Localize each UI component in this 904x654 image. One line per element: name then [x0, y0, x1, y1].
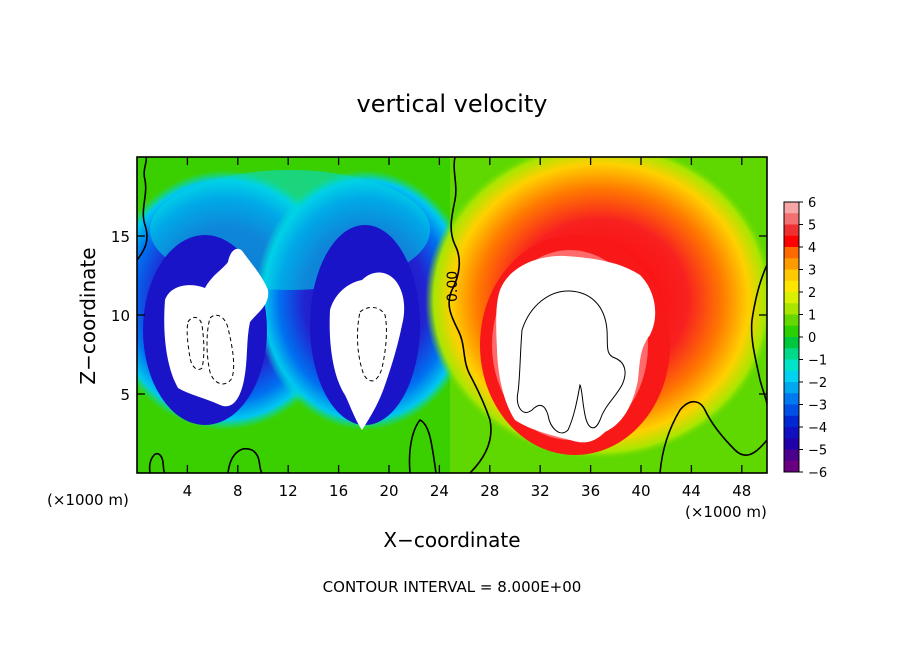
- x-tick-label: 20: [379, 482, 398, 500]
- colorbar: 6 5 4 3 2 1 0 −1 −2 −3 −4 −5 −6: [783, 196, 827, 481]
- x-tick-label: 44: [682, 482, 701, 500]
- colorbar-swatch: [784, 404, 799, 417]
- x-tick-label: 48: [732, 482, 751, 500]
- zero-contour-right: [659, 400, 767, 473]
- zero-contour-bottom-2: [227, 448, 263, 473]
- x-tick-label: 32: [531, 482, 550, 500]
- zero-contour-bottom-3: [408, 418, 437, 473]
- x-unit-right: (×1000 m): [685, 503, 767, 521]
- zero-contour-left-edge: [137, 157, 148, 261]
- colorbar-swatch: [784, 258, 799, 270]
- contour-label: 0.00: [445, 271, 461, 302]
- colorbar-swatch: [784, 325, 799, 338]
- colorbar-swatch: [784, 460, 799, 473]
- x-axis: 4 8 12 16 20 24 28 32 36 40 44 48: [183, 157, 751, 500]
- colorbar-swatch: [784, 314, 799, 327]
- colorbar-swatch: [784, 269, 799, 282]
- colorbar-swatch: [784, 337, 799, 349]
- colorbar-swatch: [784, 348, 799, 360]
- colorbar-label: −3: [808, 399, 827, 414]
- y-axis-label: Z−coordinate: [76, 247, 100, 384]
- neg-contour-left-1: [186, 317, 205, 371]
- neg-contour-left-2: [206, 314, 235, 385]
- colorbar-swatch: [784, 427, 799, 439]
- x-tick-label: 24: [430, 482, 449, 500]
- colorbar-label: −2: [808, 376, 827, 391]
- colorbar-label: 4: [808, 241, 816, 256]
- colorbar-label: 2: [808, 286, 816, 301]
- colorbar-swatch: [784, 382, 799, 394]
- colorbar-swatch: [784, 224, 799, 237]
- zero-contour-bottom-1: [148, 453, 166, 473]
- pos-contour-updraft: [516, 290, 626, 434]
- saturated-core-center: [329, 272, 405, 430]
- x-tick-label: 40: [631, 482, 650, 500]
- colorbar-label: 5: [808, 219, 816, 234]
- colorbar-swatch: [784, 303, 799, 315]
- colorbar-swatch: [784, 370, 799, 383]
- colorbar-label: −5: [808, 444, 827, 459]
- chart-title: vertical velocity: [357, 90, 548, 118]
- y-tick-label: 10: [111, 307, 130, 325]
- colorbar-swatch: [784, 449, 799, 462]
- colorbar-swatch: [784, 292, 799, 304]
- saturated-core-left: [164, 248, 269, 407]
- x-tick-label: 36: [581, 482, 600, 500]
- zero-contour-main: [448, 157, 492, 473]
- colorbar-label: 1: [808, 309, 816, 324]
- zero-contour-right-edge: [750, 264, 767, 406]
- y-tick-label: 15: [111, 228, 130, 246]
- x-tick-label: 16: [329, 482, 348, 500]
- x-tick-label: 4: [183, 482, 193, 500]
- colorbar-swatch: [784, 359, 799, 372]
- y-axis: 5 10 15: [111, 228, 767, 404]
- neg-contour-center-1: [356, 307, 387, 382]
- colorbar-label: 3: [808, 264, 816, 279]
- x-tick-label: 12: [279, 482, 298, 500]
- colorbar-label: −1: [808, 354, 827, 369]
- colorbar-label: 0: [808, 331, 816, 346]
- colorbar-swatch: [784, 393, 799, 405]
- x-unit-left: (×1000 m): [47, 491, 129, 509]
- colorbar-swatch: [784, 415, 799, 428]
- x-axis-label: X−coordinate: [383, 528, 520, 552]
- plot-area: 0.00: [137, 157, 767, 473]
- contour-interval-note: CONTOUR INTERVAL = 8.000E+00: [323, 578, 582, 596]
- colorbar-label: 6: [808, 196, 816, 211]
- colorbar-swatch: [784, 280, 799, 293]
- colorbar-label: −4: [808, 421, 827, 436]
- x-tick-label: 8: [233, 482, 243, 500]
- x-tick-label: 28: [480, 482, 499, 500]
- colorbar-swatch: [784, 235, 799, 248]
- colorbar-swatch: [784, 438, 799, 450]
- colorbar-swatch: [784, 202, 799, 214]
- colorbar-swatch: [784, 213, 799, 225]
- y-tick-label: 5: [120, 386, 130, 404]
- colorbar-label: −6: [808, 466, 827, 481]
- colorbar-swatch: [784, 247, 799, 259]
